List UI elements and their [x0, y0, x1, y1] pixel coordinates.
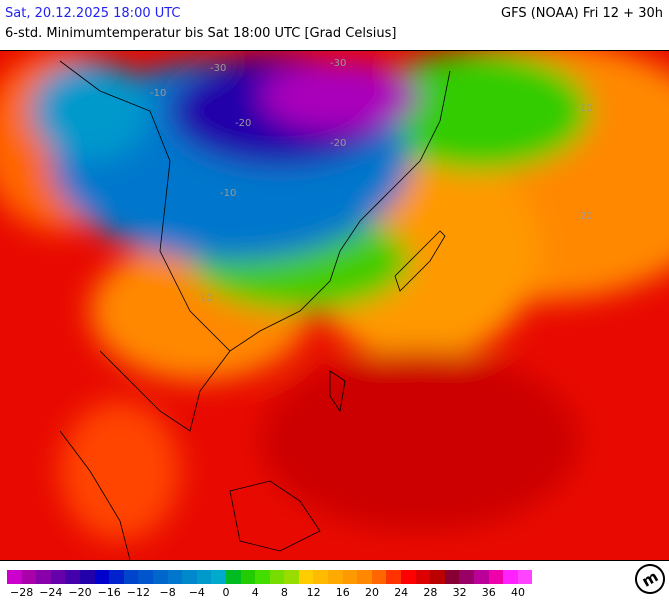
- map-subtitle: 6-std. Minimumtemperatur bis Sat 18:00 U…: [5, 26, 397, 41]
- legend-swatch: [444, 570, 460, 584]
- meteologix-logo[interactable]: m: [629, 558, 669, 600]
- legend-swatch: [138, 570, 153, 584]
- legend-swatch: [459, 570, 474, 584]
- contour-label: -10: [150, 88, 166, 99]
- legend-swatch: [7, 570, 22, 584]
- legend-swatch: [94, 570, 110, 584]
- legend-swatch: [65, 570, 80, 584]
- contour-label: 10: [580, 103, 593, 114]
- contour-label: -20: [330, 138, 346, 149]
- legend-swatch: [386, 570, 402, 584]
- legend-label: 24: [394, 586, 409, 599]
- valid-time: Sat, 20.12.2025 18:00 UTC: [5, 6, 181, 21]
- legend-label: −20: [68, 586, 92, 599]
- legend-swatch: [503, 570, 518, 584]
- legend-swatch: [488, 570, 504, 584]
- contour-label: 10: [200, 293, 213, 304]
- legend-swatch: [357, 570, 372, 584]
- legend-label: −16: [97, 586, 121, 599]
- legend-label: −12: [126, 586, 150, 599]
- contour-label: -10: [220, 188, 236, 199]
- contour-label: -30: [210, 63, 226, 74]
- legend-label: 32: [452, 586, 467, 599]
- legend-label: −8: [159, 586, 176, 599]
- contour-label: -30: [330, 58, 346, 69]
- legend-label: −28: [9, 586, 34, 599]
- legend-swatch: [255, 570, 270, 584]
- legend-label: 28: [423, 586, 438, 599]
- legend-swatch: [371, 570, 387, 584]
- legend-label: 4: [251, 586, 259, 599]
- legend-swatch: [430, 570, 445, 584]
- legend-swatch: [313, 570, 329, 584]
- legend-swatch: [474, 570, 489, 584]
- legend-swatch: [342, 570, 358, 584]
- legend-swatch: [123, 570, 139, 584]
- legend-label: 20: [365, 586, 379, 599]
- legend-swatch: [284, 570, 299, 584]
- legend-label: −24: [39, 586, 63, 599]
- legend-swatch: [298, 570, 314, 584]
- legend-swatch: [225, 570, 241, 584]
- color-legend: [7, 570, 533, 584]
- legend-swatch: [109, 570, 124, 584]
- contour-label: 20: [580, 211, 593, 222]
- contour-label: -20: [235, 118, 251, 129]
- model-run: GFS (NOAA) Fri 12 + 30h: [501, 6, 663, 21]
- legend-swatch: [401, 570, 416, 584]
- legend-swatch: [21, 570, 37, 584]
- legend-swatch: [415, 570, 431, 584]
- legend-swatch: [50, 570, 66, 584]
- legend-swatch: [211, 570, 226, 584]
- legend-label: 16: [335, 586, 350, 599]
- legend-label: 40: [511, 586, 525, 599]
- legend-swatch: [152, 570, 168, 584]
- legend-label: 0: [222, 586, 230, 599]
- legend-swatch: [182, 570, 197, 584]
- legend-swatch: [167, 570, 183, 584]
- temperature-map[interactable]: -30 -30 -20 -20 -10 -10 10 10 20: [0, 50, 669, 561]
- legend-swatch: [196, 570, 212, 584]
- legend-label: 12: [306, 586, 321, 599]
- legend-swatch: [269, 570, 285, 584]
- legend-label: 36: [481, 586, 496, 599]
- legend-label: −4: [188, 586, 205, 599]
- legend-swatch: [79, 570, 95, 584]
- legend-swatch: [517, 570, 533, 584]
- legend-label: 8: [280, 586, 288, 599]
- legend-swatch: [328, 570, 343, 584]
- legend-labels: −28 −24 −20 −16 −12 −8 −4 0 4 8 12 16 20 24 28 32 36 40: [0, 586, 560, 600]
- legend-swatch: [36, 570, 51, 584]
- legend-swatch: [240, 570, 256, 584]
